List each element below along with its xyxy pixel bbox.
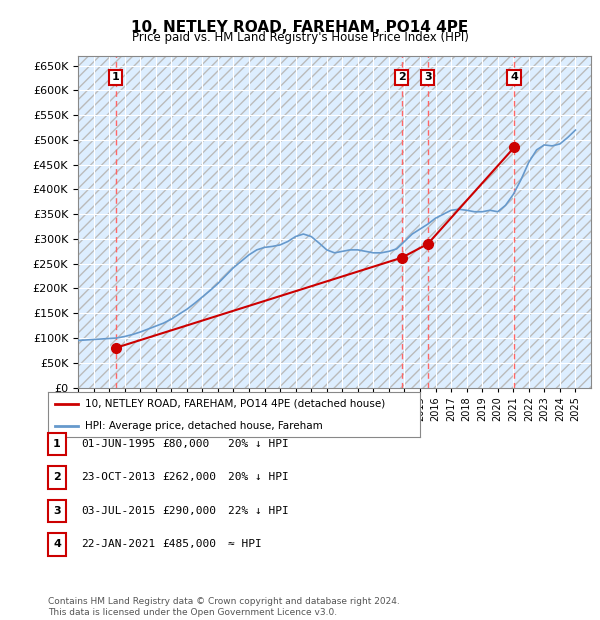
Text: 20% ↓ HPI: 20% ↓ HPI — [228, 472, 289, 482]
Text: HPI: Average price, detached house, Fareham: HPI: Average price, detached house, Fare… — [85, 421, 323, 431]
Text: 2: 2 — [398, 73, 406, 82]
Bar — [78, 56, 591, 388]
Text: 4: 4 — [53, 539, 61, 549]
Text: 2: 2 — [53, 472, 61, 482]
Text: Contains HM Land Registry data © Crown copyright and database right 2024.
This d: Contains HM Land Registry data © Crown c… — [48, 598, 400, 617]
Text: 22% ↓ HPI: 22% ↓ HPI — [228, 506, 289, 516]
Text: 23-OCT-2013: 23-OCT-2013 — [81, 472, 155, 482]
Text: 4: 4 — [510, 73, 518, 82]
Text: 03-JUL-2015: 03-JUL-2015 — [81, 506, 155, 516]
Text: £262,000: £262,000 — [162, 472, 216, 482]
Text: 10, NETLEY ROAD, FAREHAM, PO14 4PE (detached house): 10, NETLEY ROAD, FAREHAM, PO14 4PE (deta… — [85, 399, 385, 409]
Text: Price paid vs. HM Land Registry's House Price Index (HPI): Price paid vs. HM Land Registry's House … — [131, 31, 469, 44]
Text: 22-JAN-2021: 22-JAN-2021 — [81, 539, 155, 549]
Text: 1: 1 — [112, 73, 119, 82]
Text: £485,000: £485,000 — [162, 539, 216, 549]
Text: 20% ↓ HPI: 20% ↓ HPI — [228, 439, 289, 449]
Text: ≈ HPI: ≈ HPI — [228, 539, 262, 549]
Text: 3: 3 — [424, 73, 431, 82]
Text: 10, NETLEY ROAD, FAREHAM, PO14 4PE: 10, NETLEY ROAD, FAREHAM, PO14 4PE — [131, 20, 469, 35]
Text: 01-JUN-1995: 01-JUN-1995 — [81, 439, 155, 449]
Text: £290,000: £290,000 — [162, 506, 216, 516]
Text: £80,000: £80,000 — [162, 439, 209, 449]
Text: 1: 1 — [53, 439, 61, 449]
Text: 3: 3 — [53, 506, 61, 516]
